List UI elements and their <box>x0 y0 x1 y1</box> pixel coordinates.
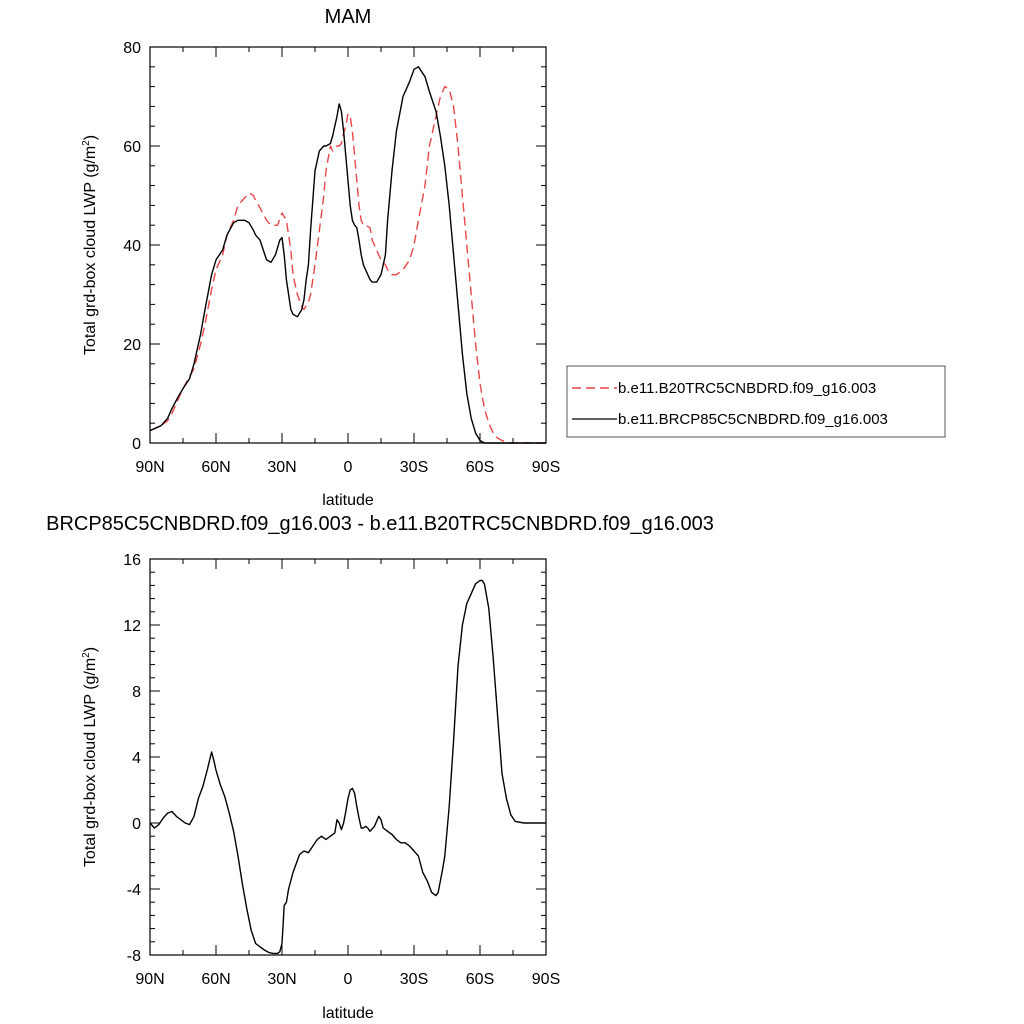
top-chart-x-tick-label: 90S <box>532 459 560 476</box>
bottom-chart-plot-frame <box>149 558 547 956</box>
bottom-chart-x-axis-title: latitude <box>322 1005 374 1022</box>
top-chart-title: MAM <box>325 6 372 28</box>
top-y-title-suffix: ) <box>82 135 99 140</box>
bottom-chart-y-tick-label: 4 <box>132 750 141 767</box>
bottom-chart-x-tick-label: 90S <box>532 971 560 988</box>
bottom-chart-x-tick-label: 90N <box>135 971 164 988</box>
bottom-chart-y-axis-title: Total grd-box cloud LWP (g/m2) <box>81 647 99 867</box>
bottom-y-title-main: Total grd-box cloud LWP (g/m <box>82 658 99 867</box>
bottom-chart-y-tick-label: 12 <box>123 618 141 635</box>
bottom-chart-x-tick-label: 30N <box>267 971 296 988</box>
bottom-chart-x-tick-label: 60S <box>466 971 494 988</box>
bottom-y-title-suffix: ) <box>82 647 99 652</box>
bottom-chart: BRCP85C5CNBDRD.f09_g16.003 - b.e11.B20TR… <box>46 513 714 1022</box>
legend-label-dashed: b.e11.B20TRC5CNBDRD.f09_g16.003 <box>618 380 876 397</box>
top-y-title-main: Total grd-box cloud LWP (g/m <box>82 146 99 355</box>
top-chart-x-tick-label: 30N <box>267 459 296 476</box>
bottom-chart-x-tick-label: 30S <box>400 971 428 988</box>
bottom-chart-y-tick-label: 0 <box>132 816 141 833</box>
top-chart-x-tick-label: 60N <box>201 459 230 476</box>
legend-box <box>566 365 946 438</box>
top-chart-x-tick-label: 90N <box>135 459 164 476</box>
top-chart-y-tick-label: 0 <box>132 436 141 453</box>
legend: b.e11.B20TRC5CNBDRD.f09_g16.003 b.e11.BR… <box>566 365 946 438</box>
bottom-y-title-superscript: 2 <box>81 652 92 658</box>
bottom-chart-y-tick-label: 8 <box>132 684 141 701</box>
top-chart-y-tick-label: 80 <box>123 40 141 57</box>
top-chart: MAM 90N 60N 30N 0 30S 60S 90S 0 20 40 60 80 latitud… <box>81 6 560 509</box>
top-chart-series-dashed-line <box>149 85 546 444</box>
top-chart-marks: 90N 60N 30N 0 30S 60S 90S 0 20 40 60 80 <box>123 40 560 476</box>
bottom-chart-x-tick-label: 0 <box>344 971 353 988</box>
legend-label-solid: b.e11.BRCP85C5CNBDRD.f09_g16.003 <box>618 411 888 428</box>
top-chart-x-tick-label: 0 <box>344 459 353 476</box>
top-y-title-superscript: 2 <box>81 140 92 146</box>
top-chart-y-axis-title: Total grd-box cloud LWP (g/m2) <box>81 135 99 355</box>
top-chart-x-axis-title: latitude <box>322 492 374 509</box>
bottom-chart-y-tick-label: -8 <box>127 948 141 965</box>
top-chart-x-tick-label: 30S <box>400 459 428 476</box>
top-chart-series-solid-line <box>149 66 546 444</box>
bottom-chart-series-solid-line <box>149 579 546 955</box>
bottom-chart-marks: 90N 60N 30N 0 30S 60S 90S -8 -4 0 4 8 12 16 <box>123 552 560 988</box>
top-chart-y-tick-label: 40 <box>123 238 141 255</box>
bottom-chart-y-tick-label: 16 <box>123 552 141 569</box>
bottom-chart-y-tick-label: -4 <box>127 882 141 899</box>
top-chart-plot-frame <box>149 46 547 444</box>
top-chart-x-tick-label: 60S <box>466 459 494 476</box>
top-chart-y-tick-label: 60 <box>123 139 141 156</box>
bottom-chart-x-tick-label: 60N <box>201 971 230 988</box>
bottom-chart-title: BRCP85C5CNBDRD.f09_g16.003 - b.e11.B20TR… <box>46 513 714 535</box>
top-chart-y-tick-label: 20 <box>123 337 141 354</box>
